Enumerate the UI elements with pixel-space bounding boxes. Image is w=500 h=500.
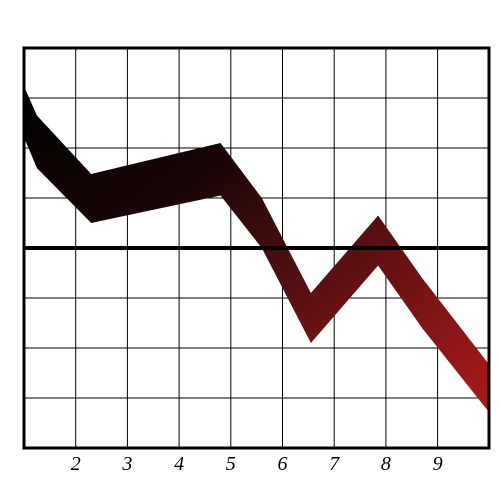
x-tick-label: 4 <box>174 453 184 475</box>
x-tick-label: 2 <box>71 453 81 475</box>
chart-container: { "chart": { "type": "area-line", "canva… <box>0 0 500 500</box>
x-tick-label: 9 <box>433 453 443 475</box>
x-tick-label: 6 <box>278 453 288 475</box>
x-tick-label: 8 <box>381 453 391 475</box>
x-tick-label: 3 <box>121 453 132 475</box>
x-tick-label: 7 <box>329 453 340 475</box>
x-tick-label: 5 <box>226 453 236 475</box>
decline-chart: 2 3 4 5 6 7 8 9 <box>0 0 500 500</box>
